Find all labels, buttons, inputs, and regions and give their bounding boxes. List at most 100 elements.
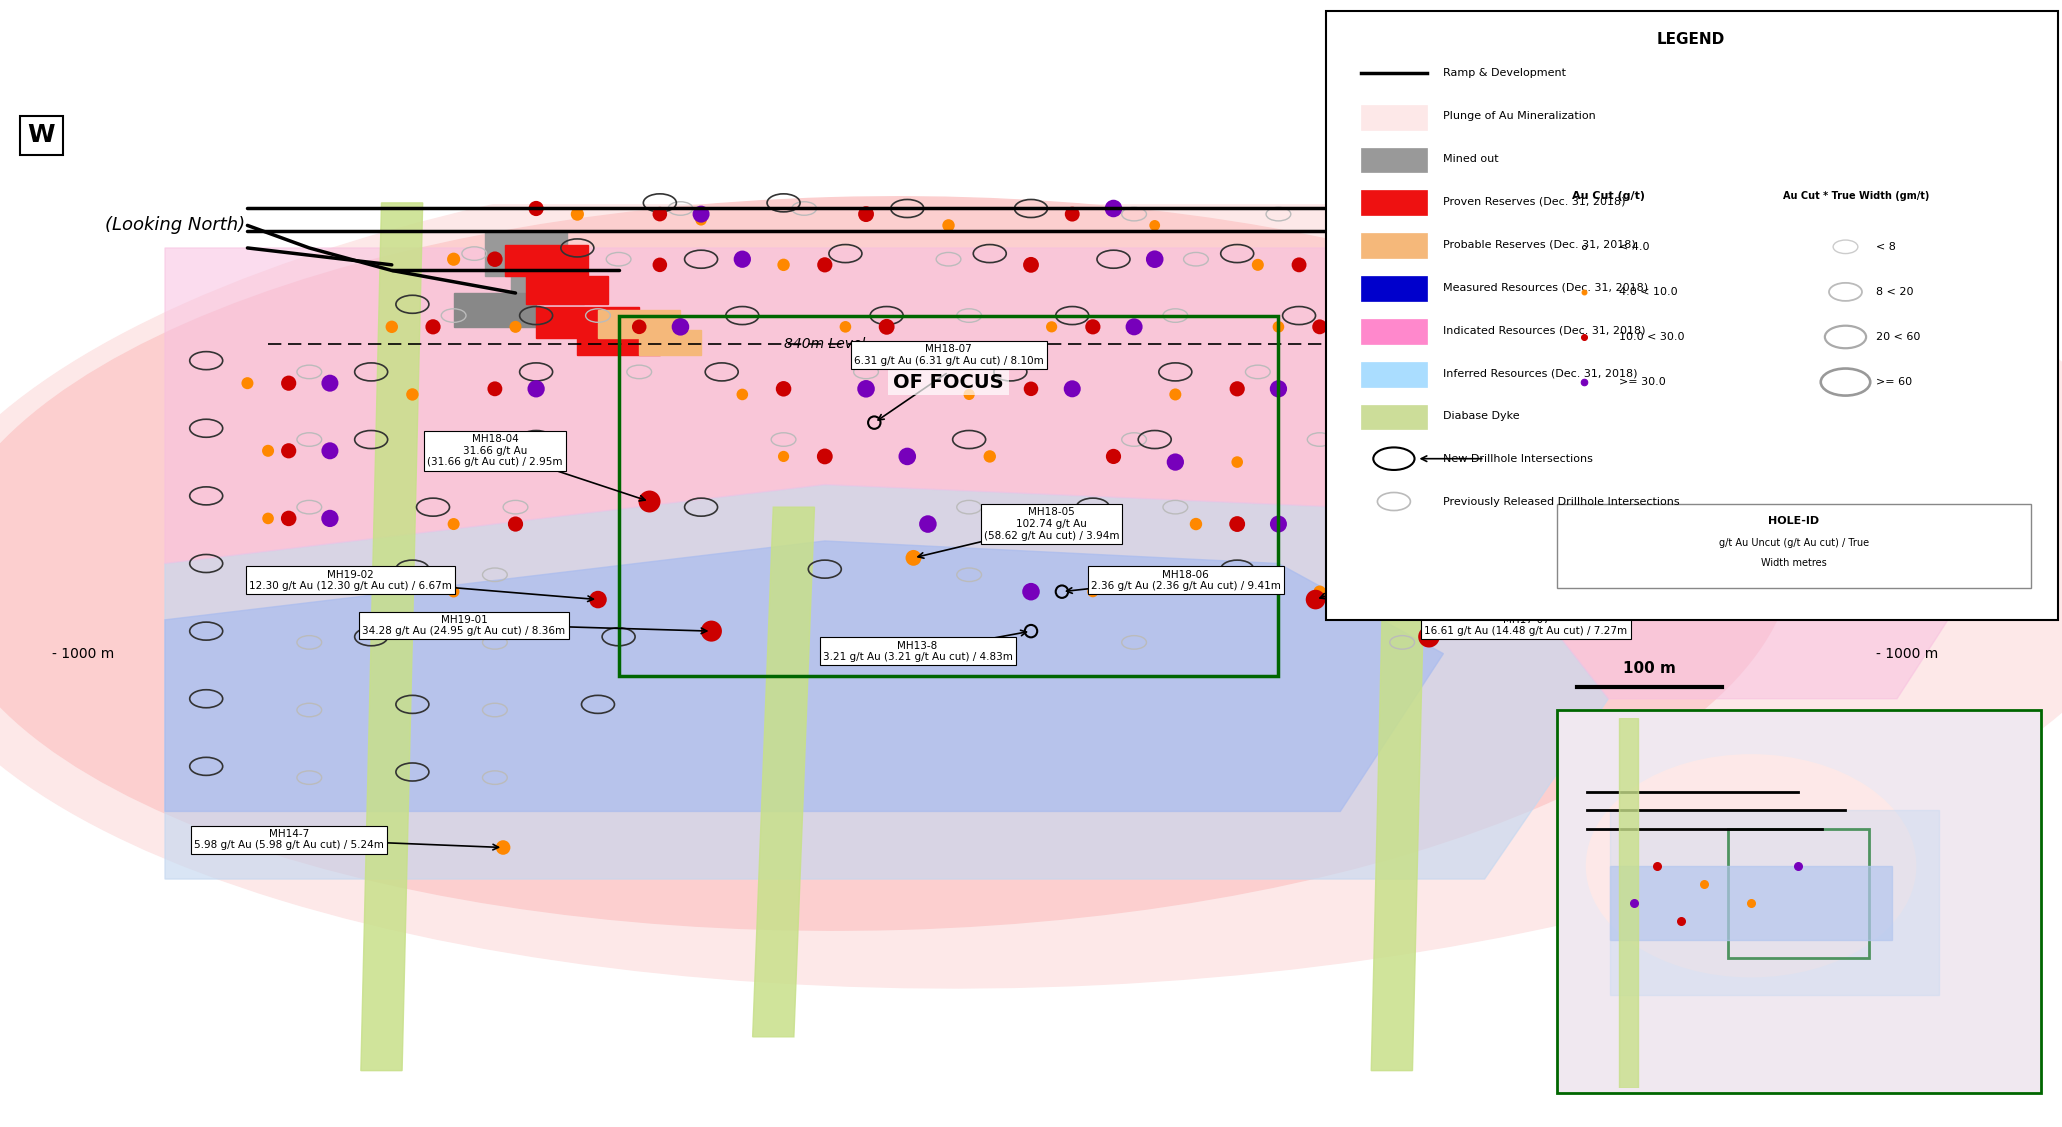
Text: MH18-04
31.66 g/t Au
(31.66 g/t Au cut) / 2.95m: MH18-04 31.66 g/t Au (31.66 g/t Au cut) … <box>427 434 563 468</box>
Point <box>313 442 346 460</box>
Point <box>1617 894 1650 912</box>
Point <box>1551 453 1584 471</box>
Bar <box>1361 105 1427 130</box>
Text: Plunge of Au Mineralization: Plunge of Au Mineralization <box>1443 112 1596 121</box>
FancyBboxPatch shape <box>1326 11 2058 620</box>
Point <box>437 515 470 533</box>
Point <box>767 447 800 465</box>
Point <box>1633 515 1666 533</box>
Point <box>1056 205 1089 223</box>
Point <box>417 318 450 336</box>
Point <box>1097 447 1130 465</box>
Point <box>272 509 305 527</box>
Bar <box>536 307 639 338</box>
Text: (Looking North): (Looking North) <box>105 216 245 234</box>
Point <box>1118 318 1151 336</box>
Point <box>808 256 841 274</box>
Point <box>1509 515 1542 533</box>
Ellipse shape <box>0 139 2062 988</box>
Text: - 1000 m: - 1000 m <box>1876 647 1938 660</box>
Point <box>695 622 728 640</box>
Point <box>1344 318 1377 336</box>
Point <box>1076 583 1109 601</box>
Point <box>1860 318 1893 336</box>
Text: MH19-02
12.30 g/t Au (12.30 g/t Au cut) / 6.67m: MH19-02 12.30 g/t Au (12.30 g/t Au cut) … <box>250 569 452 592</box>
Point <box>1221 453 1254 471</box>
Point <box>911 515 944 533</box>
Polygon shape <box>1610 866 1893 940</box>
Point <box>808 447 841 465</box>
Polygon shape <box>165 541 1443 811</box>
Point <box>1782 857 1815 875</box>
Point <box>1035 318 1068 336</box>
Polygon shape <box>165 248 2021 699</box>
Point <box>231 374 264 392</box>
Text: MH18-06
2.36 g/t Au (2.36 g/t Au cut) / 9.41m: MH18-06 2.36 g/t Au (2.36 g/t Au cut) / … <box>1091 569 1281 592</box>
Point <box>726 385 759 403</box>
Point <box>911 515 944 533</box>
Point <box>1592 385 1625 403</box>
Point <box>375 318 408 336</box>
Point <box>1159 453 1192 471</box>
Point <box>891 447 924 465</box>
Point <box>1551 256 1584 274</box>
Point <box>1567 238 1600 256</box>
Point <box>1241 256 1274 274</box>
Point <box>313 509 346 527</box>
Point <box>1283 256 1316 274</box>
Point <box>850 380 883 398</box>
Point <box>1468 515 1501 533</box>
Bar <box>1361 190 1427 215</box>
Text: Inferred Resources (Dec. 31, 2018): Inferred Resources (Dec. 31, 2018) <box>1443 369 1637 378</box>
Bar <box>454 293 536 327</box>
Bar <box>0 0 2062 203</box>
Point <box>932 216 965 234</box>
Point <box>1262 318 1295 336</box>
Text: Width metres: Width metres <box>1761 559 1827 568</box>
Point <box>1386 256 1419 274</box>
Point <box>1262 380 1295 398</box>
Point <box>1736 205 1769 223</box>
FancyBboxPatch shape <box>1557 504 2031 588</box>
Point <box>581 591 614 609</box>
Point <box>633 492 666 511</box>
Polygon shape <box>361 203 423 1071</box>
Point <box>767 256 800 274</box>
Polygon shape <box>753 507 814 1037</box>
Polygon shape <box>1619 718 1637 1088</box>
Text: 4.0 < 10.0: 4.0 < 10.0 <box>1619 287 1676 296</box>
Point <box>1777 318 1810 336</box>
Point <box>1716 250 1749 268</box>
Point <box>1860 205 1893 223</box>
Point <box>1734 894 1767 912</box>
Text: MH14-7
5.98 g/t Au (5.98 g/t Au cut) / 5.24m: MH14-7 5.98 g/t Au (5.98 g/t Au cut) / 5… <box>194 828 384 851</box>
Point <box>1299 591 1332 609</box>
Bar <box>1361 405 1427 429</box>
Bar <box>511 270 584 304</box>
Text: MH18-07
6.31 g/t Au (6.31 g/t Au cut) / 8.10m: MH18-07 6.31 g/t Au (6.31 g/t Au cut) / … <box>854 344 1043 366</box>
Point <box>499 515 532 533</box>
Point <box>252 577 285 595</box>
Point <box>561 205 594 223</box>
Point <box>1530 256 1563 274</box>
Ellipse shape <box>1586 755 1916 977</box>
Text: Previously Released Drillhole Intersections: Previously Released Drillhole Intersecti… <box>1443 497 1681 506</box>
Text: - 1000 m: - 1000 m <box>52 647 113 660</box>
Point <box>313 374 346 392</box>
Point <box>1097 199 1130 218</box>
Bar <box>1361 276 1427 301</box>
Point <box>685 205 718 223</box>
Ellipse shape <box>0 197 1794 930</box>
Bar <box>1361 148 1427 172</box>
Text: HOLE-ID: HOLE-ID <box>1769 516 1819 525</box>
Point <box>1674 453 1707 471</box>
Point <box>1489 380 1522 398</box>
Polygon shape <box>1610 810 1938 995</box>
Bar <box>577 327 660 355</box>
Text: 8 < 20: 8 < 20 <box>1876 287 1914 296</box>
Point <box>1448 453 1481 471</box>
Bar <box>505 245 588 276</box>
Text: MH17-07
16.61 g/t Au (14.48 g/t Au cut) / 7.27m: MH17-07 16.61 g/t Au (14.48 g/t Au cut) … <box>1425 614 1627 637</box>
Point <box>1015 380 1047 398</box>
Point <box>1138 250 1171 268</box>
